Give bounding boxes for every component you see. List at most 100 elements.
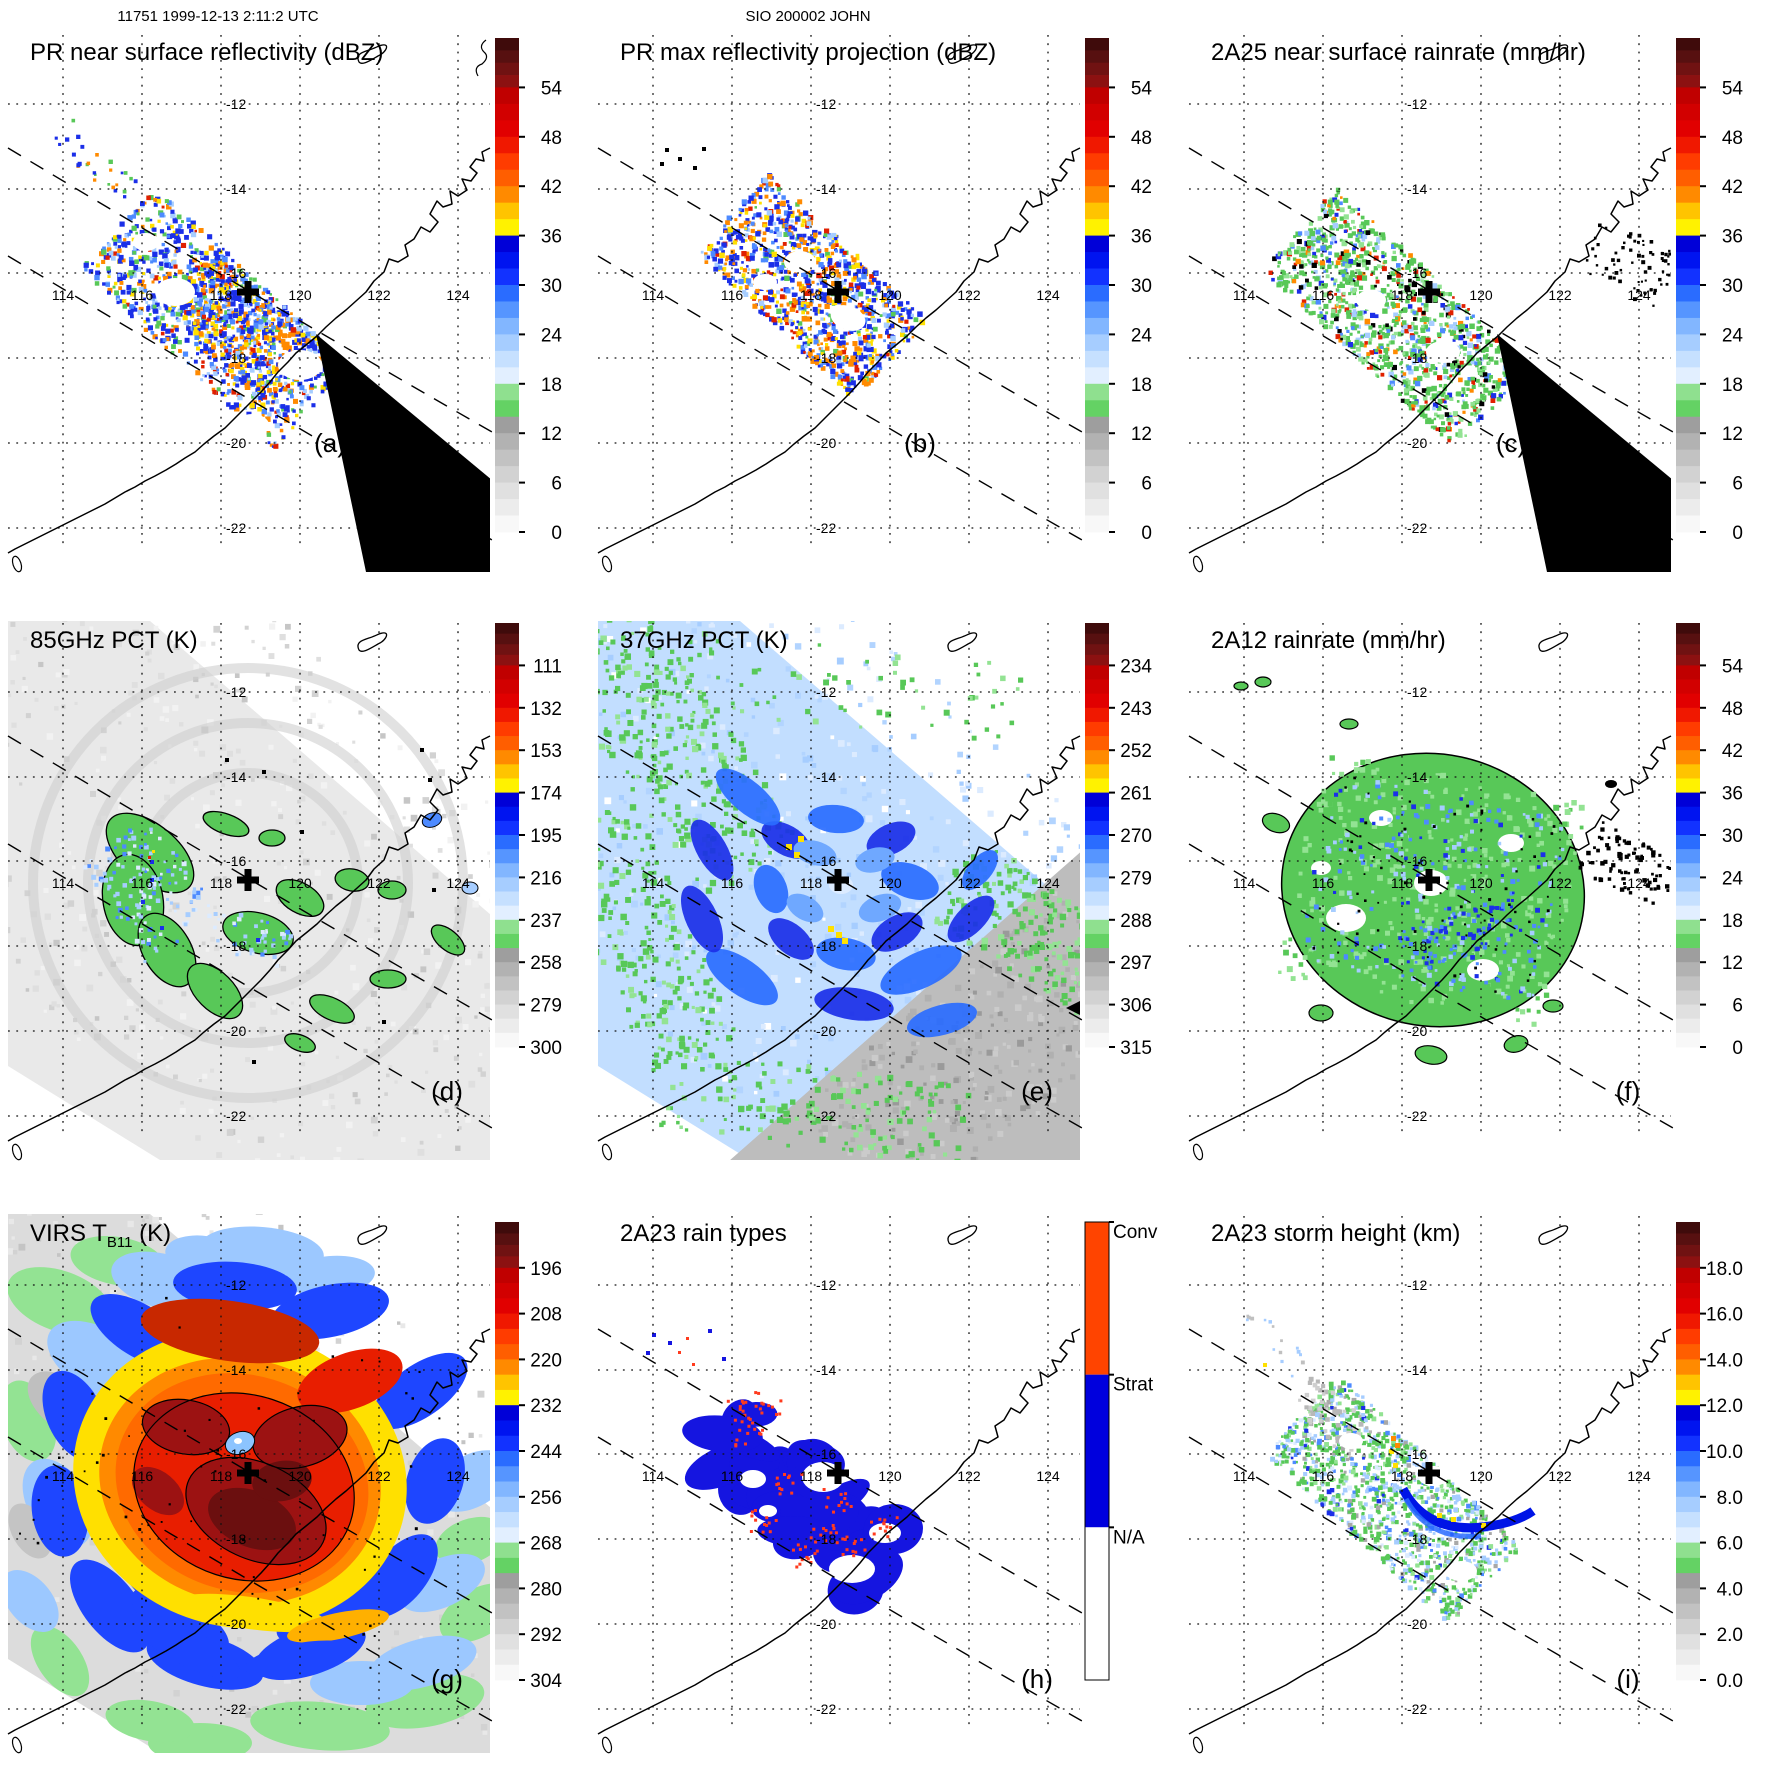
colorbar-tick-label: 18 [1722, 911, 1743, 932]
lat-label: -22 [816, 1108, 836, 1124]
lon-label: 122 [957, 875, 981, 891]
panel-title: 2A23 rain types [620, 1220, 787, 1247]
colorbar-tick-label: 18 [541, 375, 562, 396]
lon-label: 116 [1312, 875, 1335, 891]
grid: 114 -12 116 -14 118 -16 120 -18 122 -20 124 -22 [8, 623, 490, 1136]
map-decorations [597, 632, 1083, 1161]
lon-label: 116 [721, 875, 744, 891]
panel-g: 114 -12 116 -14 118 -16 120 -18 122 -20 124 -22 VIRS… [0, 1181, 590, 1771]
lon-label: 120 [1469, 287, 1493, 303]
colorbar-tick-label: 42 [541, 177, 562, 198]
map-decorations [1188, 1225, 1674, 1754]
panel-d: 114 -12 116 -14 118 -16 120 -18 122 -20 124 -22 85GH… [0, 588, 590, 1178]
storm-center-marker [827, 869, 849, 891]
colorbar-tick-label: 14.0 [1706, 1350, 1743, 1371]
colorbar-tick-label: 252 [1120, 741, 1152, 762]
island-outline [357, 44, 388, 64]
lat-label: -16 [816, 1446, 836, 1462]
panel-letter: (g) [431, 1664, 463, 1694]
map-decorations [7, 1225, 493, 1754]
panel-e-map: 114 -12 116 -14 118 -16 120 -18 122 -20 124 -22 37GH… [597, 621, 1152, 1161]
panel-a: 114 -12 116 -14 118 -16 120 -18 122 -20 124 -22 PR n… [0, 0, 590, 590]
colorbar: 196 208 220 232 244 256 268 280 292 304 [495, 1222, 562, 1692]
lon-label: 124 [1036, 1468, 1060, 1484]
lat-label: -18 [226, 1531, 246, 1547]
panel-d-map: 114 -12 116 -14 118 -16 120 -18 122 -20 124 -22 85GH… [7, 621, 562, 1161]
lon-label: 116 [131, 875, 154, 891]
swath-edge-line [7, 1328, 493, 1614]
colorbar-tick-label: 244 [530, 1442, 562, 1463]
lat-label: -20 [1407, 1616, 1427, 1632]
lat-label: -20 [1407, 1023, 1427, 1039]
data-swath [660, 147, 926, 396]
lat-label: -14 [226, 1362, 246, 1378]
storm-center-marker [237, 869, 259, 891]
colorbar-tick-label: 195 [530, 826, 562, 847]
lon-label: 122 [367, 1468, 391, 1484]
colorbar-tick-label: 111 [533, 656, 562, 677]
panel-h-map: 114 -12 116 -14 118 -16 120 -18 122 -20 124 -22 2A23… [597, 1216, 1158, 1754]
lat-label: -18 [226, 938, 246, 954]
panel-b: 114 -12 116 -14 118 -16 120 -18 122 -20 124 -22 PR m… [590, 0, 1180, 590]
colorbar-tick-label: 30 [541, 276, 562, 297]
lat-label: -14 [816, 769, 836, 785]
panel-c: 114 -12 116 -14 118 -16 120 -18 122 -20 124 -22 2A25… [1181, 0, 1771, 590]
island-outline [1538, 44, 1569, 64]
lon-label: 118 [1391, 287, 1414, 303]
colorbar-tick-label: 54 [1131, 78, 1153, 99]
lon-label: 116 [721, 287, 744, 303]
island-outline [1192, 555, 1204, 573]
colorbar-tick-label: 6 [1732, 996, 1743, 1017]
lat-label: -14 [816, 181, 836, 197]
grid: 114 -12 116 -14 118 -16 120 -18 122 -20 124 -22 [598, 623, 1080, 1136]
lat-label: -12 [226, 1277, 246, 1293]
colorbar-tick-label: 24 [1131, 325, 1153, 346]
storm-height-arc [1399, 1486, 1536, 1533]
colorbar-tick-label: 132 [530, 699, 562, 720]
swath-edge-line [597, 1436, 1083, 1722]
swath-edge-line [597, 1328, 1083, 1614]
lat-label: -14 [1407, 1362, 1427, 1378]
swath-edge-line [7, 735, 493, 1021]
lon-label: 116 [1312, 1468, 1335, 1484]
colorbar-tick-label: 12.0 [1706, 1396, 1743, 1417]
grid: 114 -12 116 -14 118 -16 120 -18 122 -20 124 -22 [8, 1216, 490, 1729]
island-outline [357, 1225, 388, 1245]
coastline [597, 735, 1081, 1142]
island-outline [1192, 1736, 1204, 1754]
colorbar-tick-label: 292 [530, 1625, 562, 1646]
lon-label: 120 [878, 1468, 902, 1484]
colorbar-tick-label: 0 [551, 523, 562, 544]
colorbar-tick-label: 48 [1722, 128, 1743, 149]
lat-label: -22 [1407, 520, 1427, 536]
panel-title: VIRS TB11 (K) [30, 1220, 171, 1251]
coastline [7, 1328, 491, 1735]
lon-label: 116 [131, 287, 154, 303]
marker-arrow [1066, 1001, 1080, 1015]
lon-label: 120 [288, 1468, 312, 1484]
lat-label: -14 [816, 1362, 836, 1378]
lon-label: 122 [957, 287, 981, 303]
map-decorations [1188, 44, 1674, 573]
lat-label: -16 [1407, 853, 1427, 869]
colorbar-tick-label: Strat [1113, 1375, 1154, 1396]
colorbar-tick-label: 279 [530, 996, 562, 1017]
data-swath [646, 1329, 923, 1615]
colorbar-tick-label: 12 [541, 424, 562, 445]
colorbar-tick-label: 24 [1722, 868, 1744, 889]
swath-edge-line [1188, 1436, 1674, 1722]
panel-title: 2A25 near surface rainrate (mm/hr) [1211, 39, 1586, 66]
panel-title: 37GHz PCT (K) [620, 627, 788, 654]
island-outline [11, 1143, 23, 1161]
colorbar-tick-label: 8.0 [1717, 1488, 1743, 1509]
panel-i: 114 -12 116 -14 118 -16 120 -18 122 -20 124 -22 2A23… [1181, 1181, 1771, 1771]
lon-label: 124 [1036, 875, 1060, 891]
lat-label: -20 [1407, 435, 1427, 451]
lat-label: -22 [1407, 1108, 1427, 1124]
lat-label: -18 [1407, 1531, 1427, 1547]
lon-label: 118 [800, 1468, 823, 1484]
panel-letter: (f) [1616, 1076, 1641, 1106]
lat-label: -12 [1407, 1277, 1427, 1293]
map-decorations [597, 1225, 1083, 1754]
